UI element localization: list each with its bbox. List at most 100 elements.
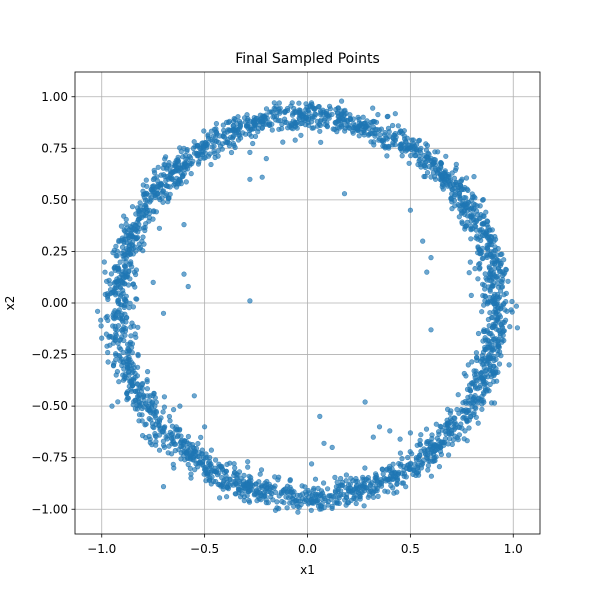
data-point — [494, 257, 500, 263]
data-point — [476, 395, 482, 401]
data-point — [341, 191, 348, 197]
data-point — [487, 310, 493, 316]
data-point — [253, 481, 259, 487]
data-point — [252, 133, 259, 139]
data-point — [451, 415, 457, 421]
data-point — [403, 484, 409, 490]
data-point — [299, 120, 305, 126]
data-point — [208, 161, 214, 168]
data-point — [219, 475, 225, 481]
data-point — [430, 160, 437, 167]
data-point — [449, 199, 455, 205]
data-point — [425, 463, 432, 469]
data-point — [472, 372, 478, 378]
data-point — [144, 377, 150, 383]
data-point — [370, 105, 376, 111]
data-point — [204, 454, 210, 461]
data-point — [482, 344, 488, 351]
data-point — [479, 221, 486, 227]
data-point — [141, 208, 147, 214]
data-point — [143, 202, 149, 208]
data-point — [471, 411, 477, 418]
data-point — [376, 137, 382, 143]
data-point — [238, 135, 244, 141]
data-point — [446, 452, 452, 458]
data-point — [491, 379, 497, 385]
data-point — [125, 346, 131, 352]
data-point — [500, 328, 507, 334]
data-point — [482, 368, 488, 374]
data-point — [161, 394, 167, 400]
data-point — [225, 486, 231, 492]
data-point — [406, 160, 412, 166]
data-point — [424, 170, 431, 176]
data-point — [465, 394, 471, 400]
data-point — [350, 488, 356, 494]
data-point — [482, 286, 488, 292]
data-point — [117, 285, 124, 291]
data-point — [167, 191, 173, 197]
data-point — [226, 143, 232, 149]
data-point — [245, 125, 251, 131]
data-point — [288, 487, 294, 493]
data-point — [292, 137, 298, 143]
data-point — [123, 375, 129, 381]
data-point — [360, 114, 366, 120]
data-point — [143, 177, 149, 183]
data-point — [213, 479, 219, 485]
data-point — [356, 133, 362, 139]
data-point — [114, 276, 120, 282]
data-point — [132, 397, 138, 403]
data-point — [188, 475, 194, 481]
data-point — [333, 119, 339, 125]
data-point — [128, 333, 134, 339]
data-point — [493, 317, 499, 324]
data-point — [397, 143, 403, 149]
data-point — [185, 461, 191, 468]
data-point — [180, 154, 186, 160]
data-point — [418, 164, 424, 170]
data-point — [263, 156, 269, 162]
data-point — [280, 139, 286, 145]
data-point — [364, 118, 370, 124]
data-point — [487, 287, 493, 293]
data-point — [339, 482, 345, 488]
data-point — [488, 330, 494, 337]
data-point — [134, 296, 140, 302]
data-point — [408, 460, 414, 466]
data-point — [201, 145, 207, 151]
data-point — [108, 271, 114, 277]
data-point — [132, 374, 138, 381]
data-point — [382, 130, 388, 136]
data-point — [474, 218, 480, 224]
data-point — [121, 213, 127, 219]
y-tick-label: −0.50 — [31, 399, 68, 413]
data-point — [491, 238, 497, 244]
data-point — [239, 484, 246, 491]
data-point — [373, 471, 379, 477]
data-point — [295, 498, 301, 504]
data-point — [120, 329, 126, 335]
data-point — [130, 362, 136, 368]
data-point — [332, 488, 339, 494]
data-point — [473, 350, 480, 356]
data-point — [491, 363, 497, 369]
data-point — [212, 468, 218, 475]
data-point — [449, 430, 455, 436]
data-point — [199, 451, 205, 457]
x-tick-label: 0.0 — [298, 542, 317, 556]
data-point — [160, 188, 166, 194]
data-point — [472, 404, 478, 411]
data-point — [407, 449, 413, 455]
data-point — [358, 121, 364, 127]
data-point — [174, 427, 180, 433]
data-point — [201, 128, 207, 134]
data-point — [181, 222, 187, 228]
data-point — [513, 303, 520, 309]
data-point — [128, 386, 134, 392]
data-point — [461, 436, 467, 442]
data-point — [436, 438, 442, 444]
data-point — [140, 248, 146, 254]
